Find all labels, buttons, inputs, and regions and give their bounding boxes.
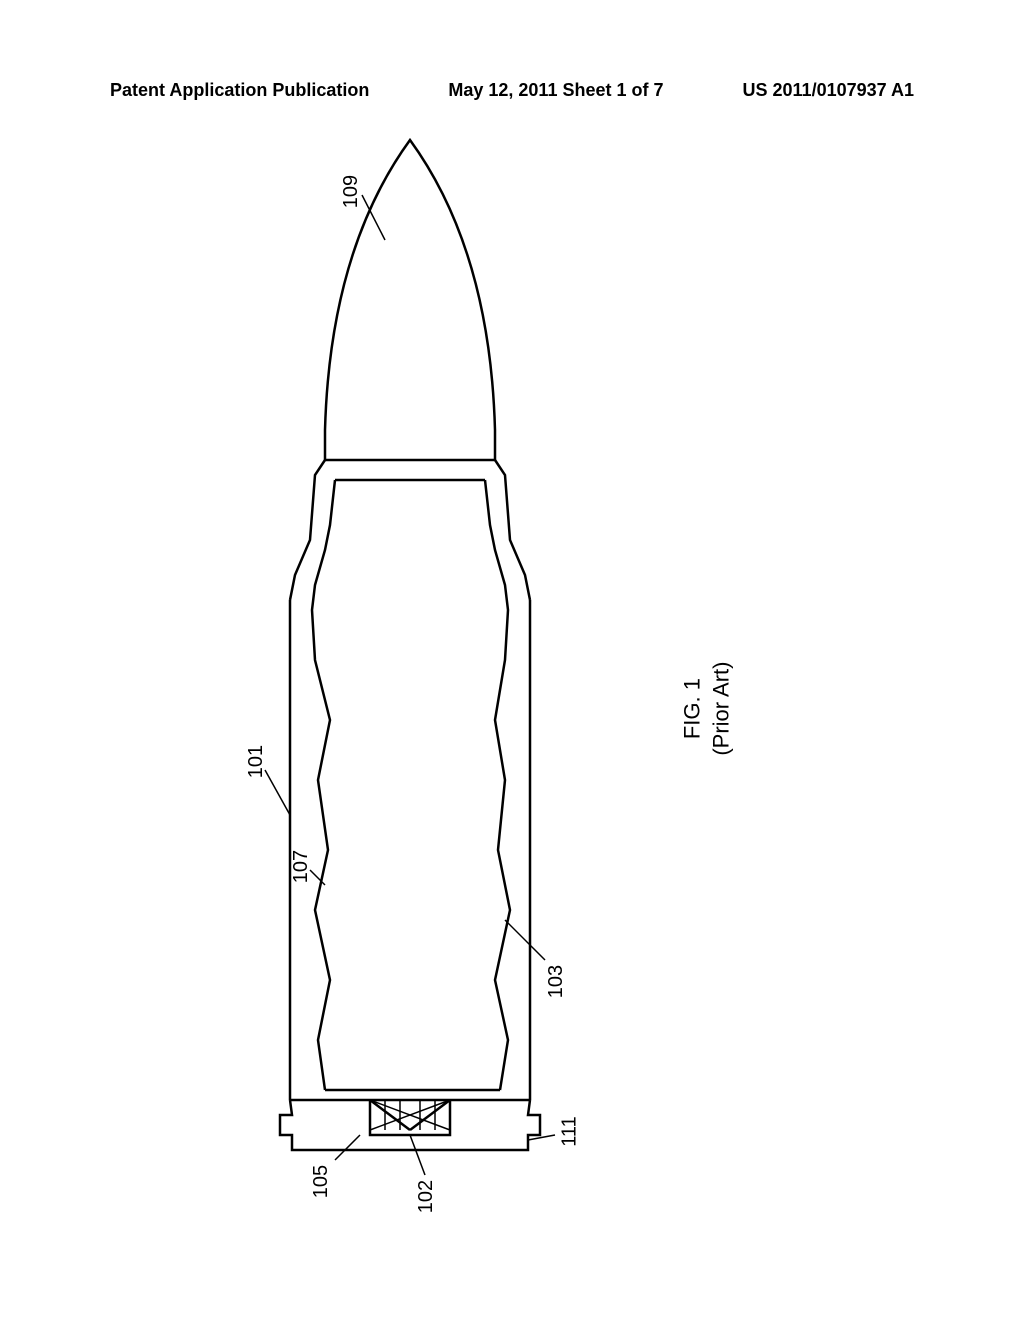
figure-caption: FIG. 1 (Prior Art) (678, 662, 735, 756)
ref-103: 103 (545, 965, 568, 998)
ref-107: 107 (290, 850, 313, 883)
ref-109: 109 (340, 175, 363, 208)
header-right: US 2011/0107937 A1 (743, 80, 914, 101)
page-header: Patent Application Publication May 12, 2… (0, 80, 1024, 101)
ref-101: 101 (245, 745, 268, 778)
caption-line1: FIG. 1 (679, 678, 704, 739)
figure-container: 109 101 107 103 105 102 111 (230, 130, 590, 1190)
ref-105: 105 (310, 1165, 333, 1198)
header-center: May 12, 2011 Sheet 1 of 7 (448, 80, 663, 101)
cartridge-drawing (230, 130, 590, 1190)
header-left: Patent Application Publication (110, 80, 369, 101)
ref-111: 111 (559, 1116, 582, 1146)
caption-line2: (Prior Art) (708, 662, 733, 756)
ref-102: 102 (415, 1180, 438, 1213)
